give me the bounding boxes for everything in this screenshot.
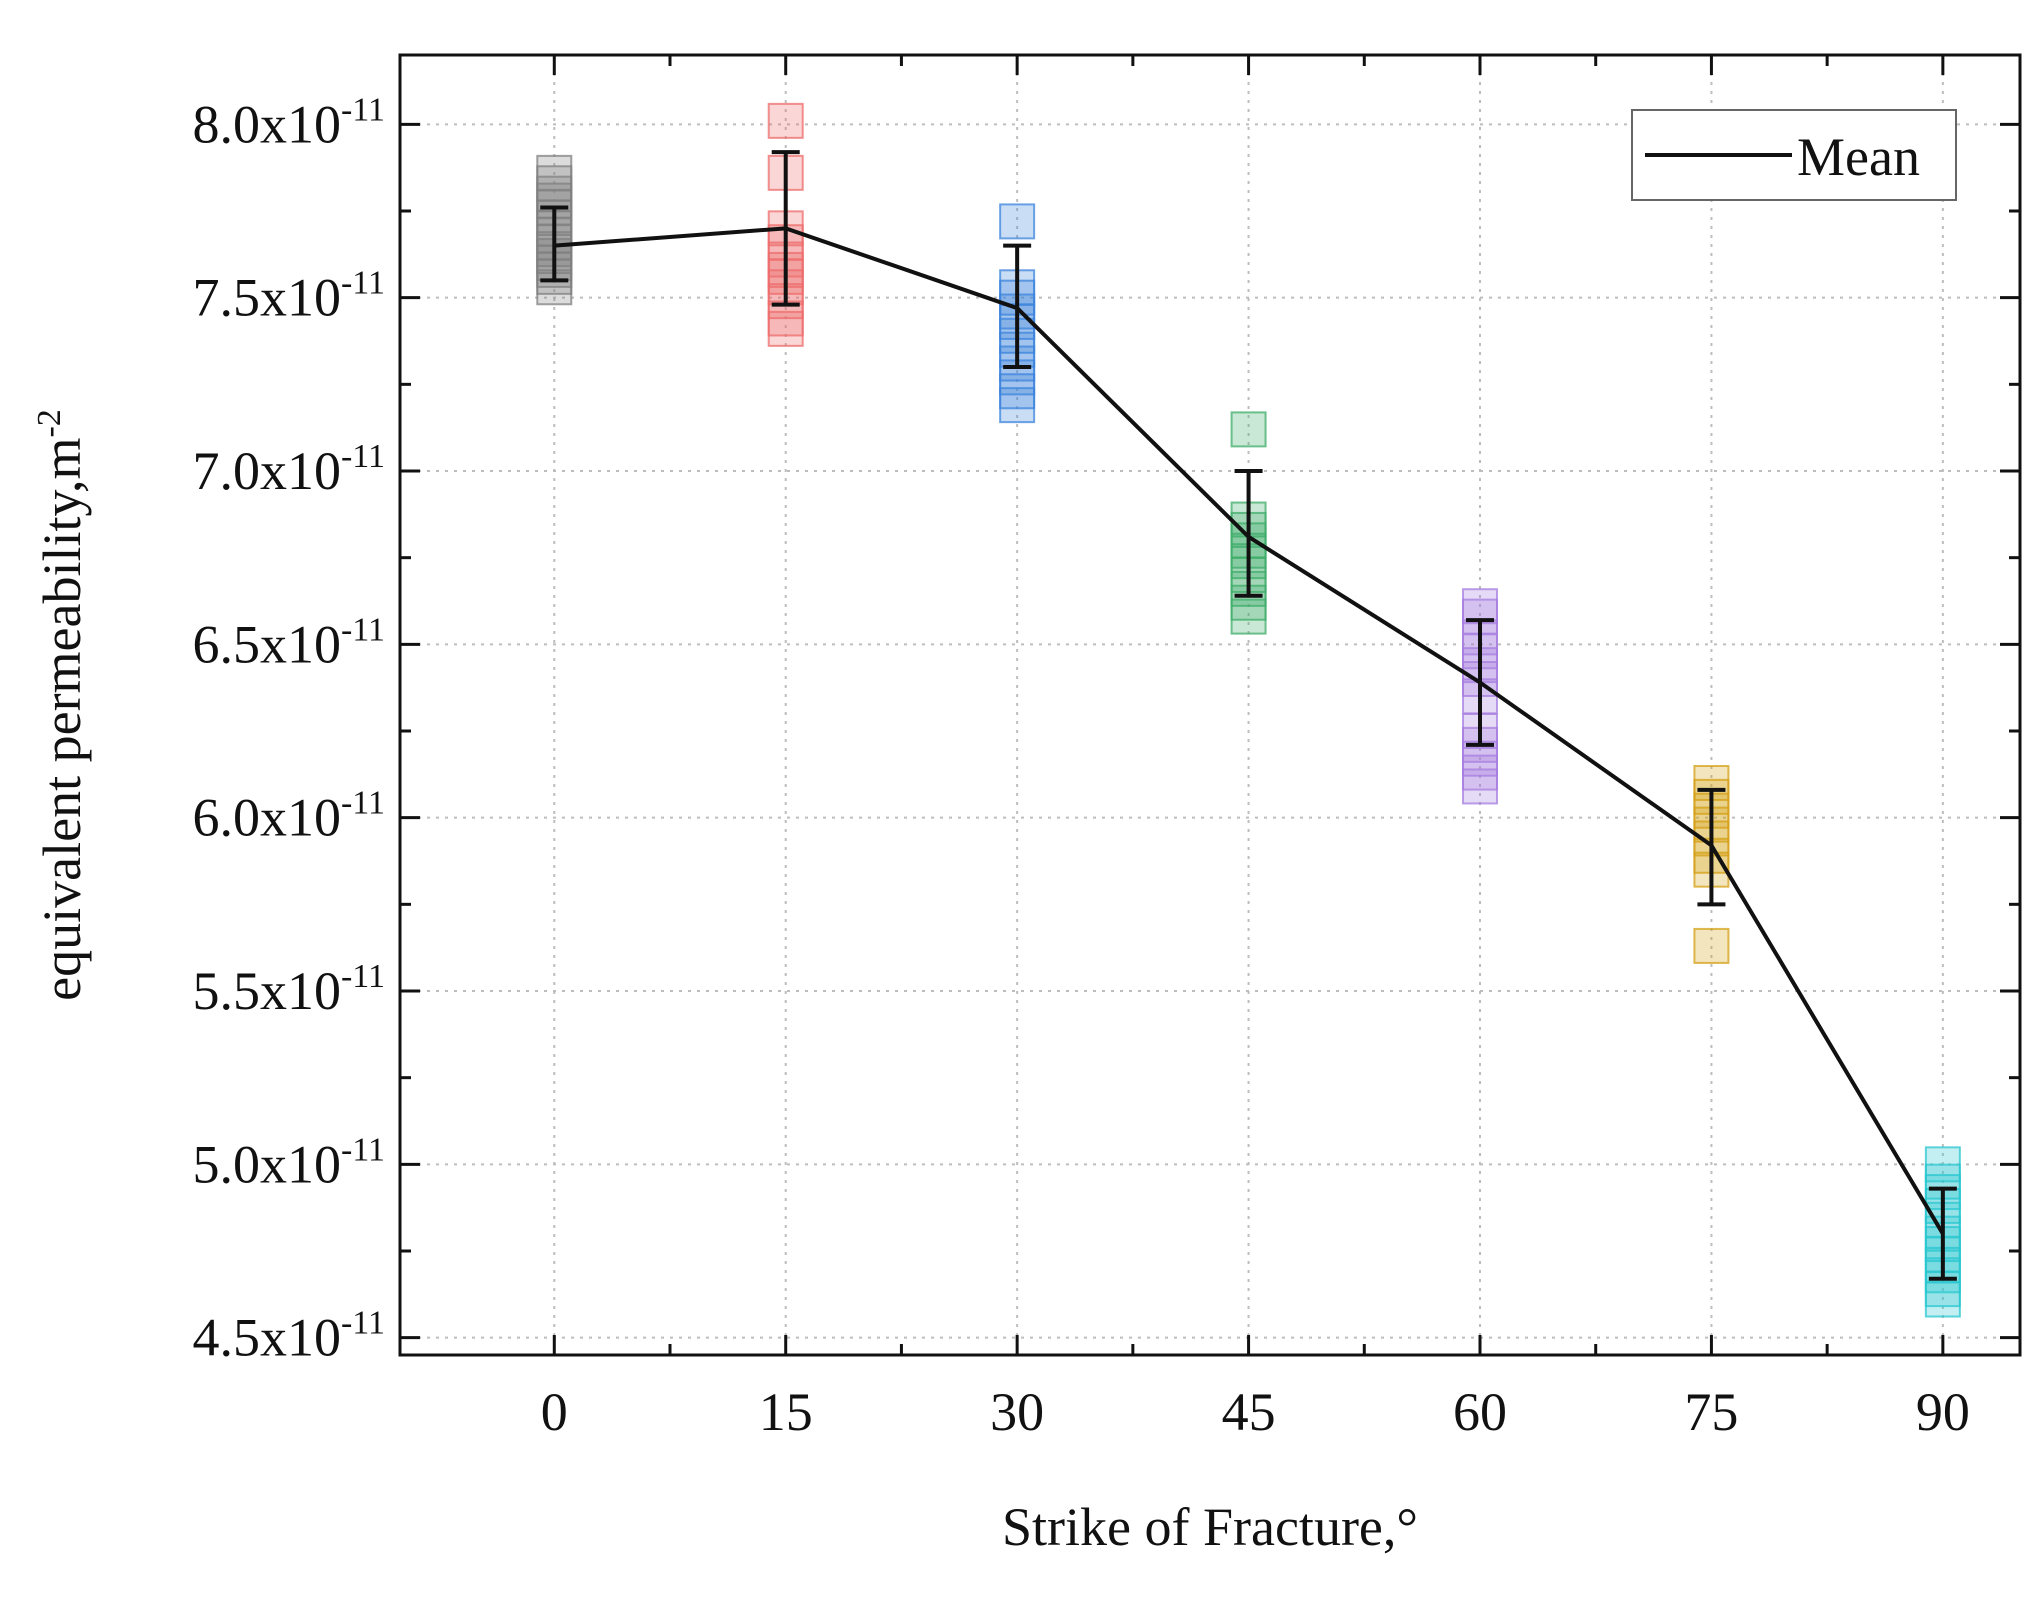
- y-tick-label: 7.5x10-11: [192, 265, 385, 328]
- sample-point: [536, 165, 573, 202]
- x-tick-label: 60: [1453, 1382, 1507, 1442]
- sample-point: [1693, 927, 1730, 964]
- sample-point: [1924, 1146, 1961, 1183]
- y-tick-label-base: 7.0x10: [192, 441, 341, 501]
- y-tick-label: 6.5x10-11: [192, 611, 385, 674]
- y-tick-label-base: 7.5x10: [192, 268, 341, 328]
- y-tick-label-exponent: -11: [341, 1131, 385, 1168]
- y-tick-label: 5.0x10-11: [192, 1131, 385, 1194]
- x-axis-title: Strike of Fracture,°: [1002, 1497, 1418, 1557]
- y-axis-title-superscript: -2: [31, 409, 68, 437]
- y-tick-label: 4.5x10-11: [192, 1305, 385, 1368]
- sample-point: [999, 203, 1036, 240]
- y-tick-label-exponent: -11: [341, 265, 385, 302]
- y-tick-label-exponent: -11: [341, 438, 385, 475]
- axis-layer: 0 15 30 45 60 75 904.5x10-115.0x10-115.5x10-11…: [192, 55, 2020, 1442]
- y-tick-label-base: 6.0x10: [192, 788, 341, 848]
- y-tick-label-base: 4.5x10: [192, 1308, 341, 1368]
- x-tick-label: 0: [541, 1382, 568, 1442]
- y-tick-label-exponent: -11: [341, 611, 385, 648]
- x-tick-label: 15: [759, 1382, 813, 1442]
- y-tick-label-exponent: -11: [341, 785, 385, 822]
- y-tick-label: 5.5x10-11: [192, 958, 385, 1021]
- y-axis-title-main: equivalent permeability,m: [32, 438, 92, 1001]
- y-tick-label: 8.0x10-11: [192, 91, 385, 154]
- x-tick-label: 30: [990, 1382, 1044, 1442]
- legend-label-mean: Mean: [1797, 127, 1920, 187]
- y-axis-title: equivalent permeability,m-2: [31, 409, 92, 1001]
- y-tick-label: 7.0x10-11: [192, 438, 385, 501]
- y-tick-label-exponent: -11: [341, 1305, 385, 1342]
- sample-point: [767, 102, 804, 139]
- y-tick-label-base: 6.5x10: [192, 614, 341, 674]
- x-tick-label: 75: [1684, 1382, 1738, 1442]
- sample-point: [1230, 411, 1267, 448]
- sample-point: [536, 154, 573, 191]
- y-tick-label-base: 5.5x10: [192, 961, 341, 1021]
- errorbar-layer: [540, 150, 1957, 1281]
- y-tick-label-base: 5.0x10: [192, 1134, 341, 1194]
- x-tick-label: 90: [1916, 1382, 1970, 1442]
- x-tick-label: 45: [1222, 1382, 1276, 1442]
- y-tick-label: 6.0x10-11: [192, 785, 385, 848]
- y-tick-label-exponent: -11: [341, 958, 385, 995]
- y-tick-label-exponent: -11: [341, 91, 385, 128]
- legend: Mean: [1631, 109, 1957, 201]
- y-tick-label-base: 8.0x10: [192, 94, 341, 154]
- sample-point: [1462, 588, 1498, 625]
- plot-frame: [398, 53, 2022, 1357]
